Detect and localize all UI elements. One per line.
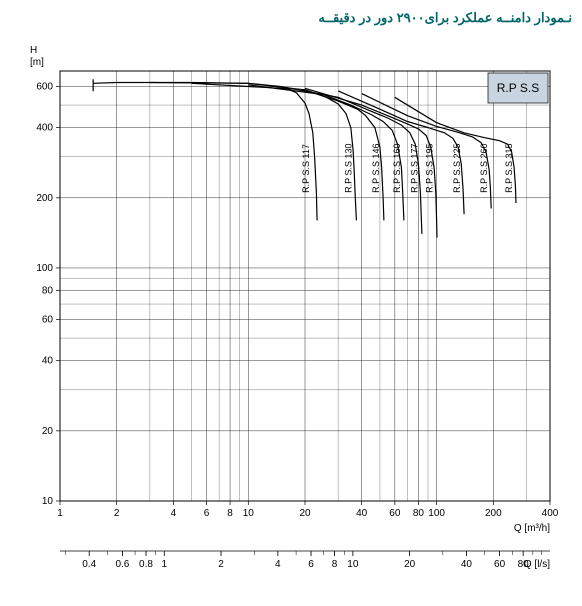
svg-text:Q [m³/h]: Q [m³/h] [514,523,550,534]
svg-text:40: 40 [461,559,473,570]
svg-text:60: 60 [494,559,506,570]
svg-text:200: 200 [485,508,502,519]
svg-text:R.P S.S: R.P S.S [497,81,539,95]
svg-text:Q [l/s]: Q [l/s] [524,559,550,570]
svg-text:0.4: 0.4 [82,559,96,570]
svg-text:R.P S.S 195: R.P S.S 195 [425,143,435,192]
svg-text:400: 400 [542,508,559,519]
svg-text:20: 20 [404,559,416,570]
svg-text:100: 100 [428,508,445,519]
svg-text:200: 200 [36,193,53,204]
svg-text:H: H [30,45,37,56]
svg-text:6: 6 [308,559,314,570]
svg-text:10: 10 [42,496,54,507]
svg-text:100: 100 [36,263,53,274]
svg-text:600: 600 [36,82,53,93]
chart-title: نـمودار دامنــه عملکرد برای۲۹۰۰ دور در د… [10,10,572,26]
svg-text:R.P S.S 130: R.P S.S 130 [343,143,353,192]
svg-text:0.8: 0.8 [139,559,153,570]
svg-text:6: 6 [204,508,210,519]
svg-text:R.P S.S 177: R.P S.S 177 [409,143,419,192]
svg-text:1: 1 [161,559,167,570]
svg-text:R.P S.S 146: R.P S.S 146 [371,143,381,192]
performance-chart: 1246810204060801002004001020406080100200… [10,31,572,591]
svg-text:60: 60 [42,315,54,326]
svg-text:20: 20 [42,426,54,437]
svg-text:1: 1 [57,508,63,519]
svg-text:R.P S.S 260: R.P S.S 260 [479,143,489,192]
svg-text:4: 4 [171,508,177,519]
svg-text:20: 20 [299,508,311,519]
svg-text:R.P S.S 117: R.P S.S 117 [301,144,311,193]
svg-text:10: 10 [347,559,359,570]
svg-text:10: 10 [243,508,255,519]
svg-text:4: 4 [275,559,281,570]
svg-text:2: 2 [114,508,120,519]
svg-text:400: 400 [36,123,53,134]
svg-text:0.6: 0.6 [115,559,129,570]
svg-text:[m]: [m] [30,57,44,68]
svg-text:80: 80 [413,508,425,519]
svg-text:R.P S.S 160: R.P S.S 160 [392,143,402,192]
svg-text:R.P S.S 225: R.P S.S 225 [452,143,462,192]
svg-text:8: 8 [332,559,338,570]
svg-text:40: 40 [42,356,54,367]
svg-text:80: 80 [42,286,54,297]
svg-text:8: 8 [227,508,233,519]
svg-text:R.P S.S 315: R.P S.S 315 [504,143,514,192]
svg-text:2: 2 [218,559,224,570]
svg-text:60: 60 [389,508,401,519]
svg-text:40: 40 [356,508,368,519]
